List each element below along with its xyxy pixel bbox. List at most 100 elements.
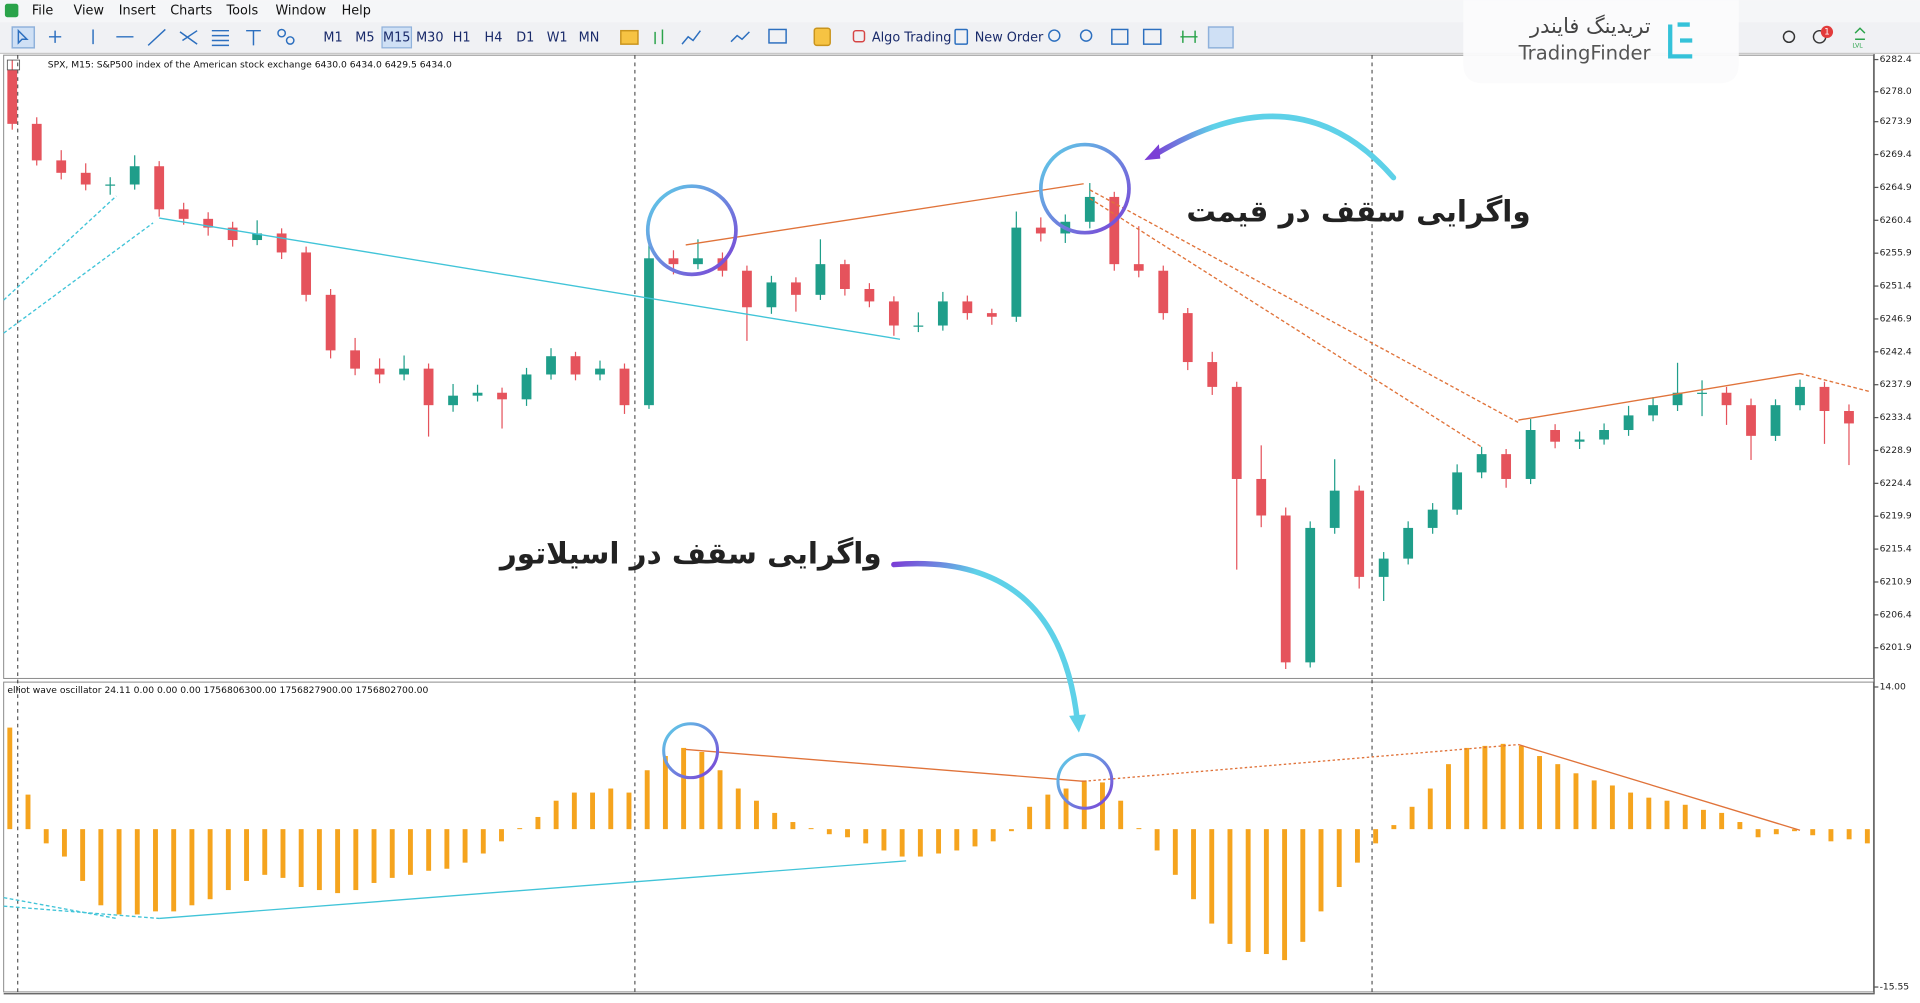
histogram-bar (863, 829, 869, 844)
histogram-bar (1008, 829, 1014, 832)
signal[interactable] (1854, 27, 1866, 40)
histogram-bar (1154, 829, 1160, 851)
histogram-bar (1409, 806, 1415, 830)
menu-item[interactable]: Insert (119, 4, 156, 19)
histogram-bar (80, 829, 86, 881)
candle-body (1207, 362, 1218, 387)
histogram-bar (280, 829, 286, 878)
candle-body (668, 258, 679, 265)
y-tick-label: -15.55 (1880, 982, 1910, 993)
timeframe[interactable]: H4 (485, 31, 503, 46)
y-tick-label: 6228.9 (1880, 445, 1912, 456)
tile[interactable] (1111, 28, 1129, 45)
osc-line (3, 896, 117, 920)
timeframe[interactable]: MN (579, 31, 600, 46)
candle-body (1452, 472, 1463, 510)
tool-channel[interactable] (179, 30, 198, 45)
highlight-circle (1056, 752, 1114, 810)
histogram-bar (43, 829, 49, 844)
timeframe[interactable]: D1 (516, 31, 534, 46)
histogram-bar (1864, 829, 1870, 844)
histogram-bar (1373, 829, 1379, 844)
logo: تریدینگ فایندر TradingFinder (1463, 0, 1739, 84)
search[interactable] (1782, 30, 1796, 44)
tool-trendline[interactable] (147, 28, 166, 46)
menu-item[interactable]: Help (342, 4, 371, 19)
tool-indicators[interactable] (654, 29, 664, 45)
histogram-bar (644, 770, 650, 830)
marks: 6282.4 6278.0 6273.9 6269.4 6264.9 6260.4 6255… (7, 54, 1912, 993)
y-tick-label: 14.00 (1880, 681, 1906, 692)
histogram-bar (1500, 743, 1506, 830)
histogram-bar (1081, 780, 1087, 830)
histogram-bar (699, 751, 705, 830)
menu-item[interactable]: Tools (226, 4, 259, 19)
tool-shapes[interactable] (277, 28, 287, 38)
zoom-in[interactable] (1048, 29, 1061, 42)
histogram-bar (1191, 829, 1196, 900)
histogram-bar (1336, 829, 1342, 888)
candle-body (1746, 405, 1756, 436)
autoscroll[interactable] (1207, 26, 1234, 49)
menu-item[interactable]: Charts (170, 4, 212, 19)
histogram-bar (1792, 829, 1797, 832)
menu-item[interactable]: View (73, 4, 103, 19)
histogram-bar (1537, 756, 1542, 830)
histogram-bar (1354, 829, 1360, 863)
histogram-bar (225, 829, 231, 891)
candle-body (1035, 227, 1046, 234)
tool-text[interactable] (246, 29, 261, 46)
menu-item[interactable]: File (32, 4, 54, 19)
tool-line[interactable] (730, 31, 750, 43)
timeframe[interactable]: M30 (416, 31, 443, 46)
candle-body (1378, 558, 1389, 577)
tool-crosshair[interactable] (48, 30, 62, 43)
candle-body (350, 350, 360, 369)
y-tick-label: 6246.9 (1880, 313, 1912, 324)
histogram-bar (189, 829, 195, 906)
histogram-bar (1682, 804, 1688, 830)
new-order[interactable]: New Order (975, 31, 1044, 46)
candle-body (1109, 196, 1120, 265)
histogram-bar (1446, 764, 1451, 830)
tool-market[interactable] (813, 27, 831, 47)
y-tick-label: 6242.4 (1880, 346, 1912, 357)
layout[interactable] (1142, 28, 1162, 45)
resistance-line (1089, 197, 1482, 448)
timeframe[interactable]: M15 (383, 31, 410, 46)
tool-chart-type[interactable] (681, 30, 701, 45)
candle-body (472, 392, 483, 396)
histogram-bar (1136, 828, 1142, 830)
timeframe[interactable]: M5 (355, 31, 374, 46)
menu-item[interactable]: Window (276, 4, 327, 19)
timeframe[interactable]: H1 (453, 31, 471, 46)
tool-folder[interactable] (620, 29, 639, 45)
tool-template[interactable] (768, 28, 787, 44)
histogram-bar (1063, 788, 1069, 830)
algo-trading[interactable]: Algo Trading (872, 31, 952, 46)
histogram-bar (1300, 829, 1306, 942)
histogram-bar (1664, 800, 1670, 830)
support-line (159, 217, 901, 340)
tool-cursor[interactable] (11, 26, 36, 49)
y-tick-label: 6264.9 (1880, 182, 1912, 193)
histogram-bar (1719, 812, 1725, 830)
support-line (3, 195, 117, 301)
tool-fibo[interactable] (211, 29, 229, 47)
zoom-out[interactable] (1079, 29, 1093, 42)
histogram-bar (389, 829, 395, 878)
new-order-icon[interactable] (954, 28, 969, 45)
osc-line (3, 905, 160, 920)
timeframe[interactable]: W1 (547, 31, 568, 46)
scroll[interactable] (1180, 30, 1198, 43)
tool-cursor-icon (17, 28, 29, 45)
candle-body (1697, 392, 1707, 394)
histogram-bar (1482, 745, 1488, 830)
y-tick-label: 6260.4 (1880, 215, 1912, 226)
timeframe[interactable]: M1 (323, 31, 342, 46)
candle-body (1182, 313, 1193, 363)
histogram-bar (25, 794, 31, 830)
candle-body (497, 392, 507, 400)
algo-toggle[interactable] (852, 29, 866, 43)
app-icon (4, 3, 19, 18)
